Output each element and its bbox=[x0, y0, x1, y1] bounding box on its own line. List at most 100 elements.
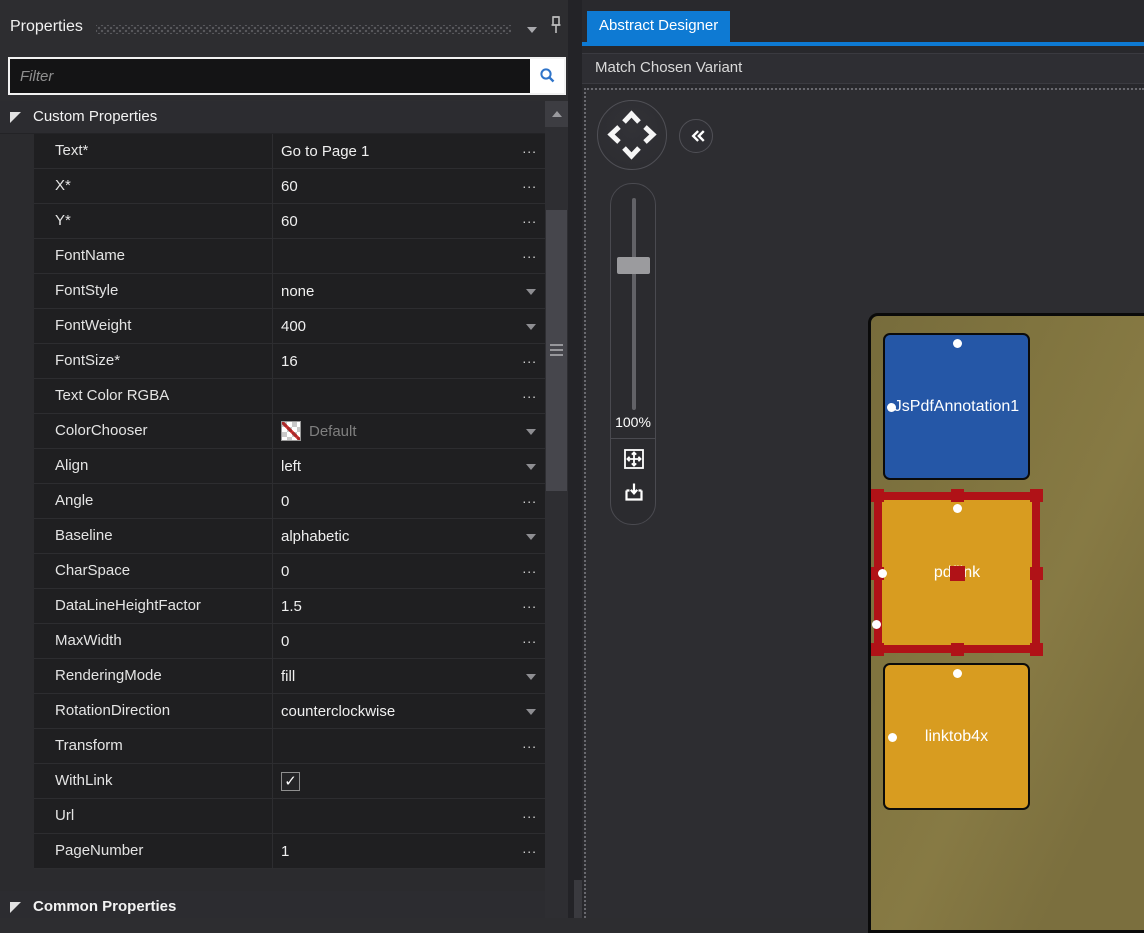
property-value[interactable]: 0 bbox=[272, 554, 545, 588]
property-row[interactable]: RenderingMode fill bbox=[34, 659, 545, 694]
property-row[interactable]: FontStyle none bbox=[34, 274, 545, 309]
expander-triangle-icon[interactable] bbox=[10, 902, 21, 913]
panel-drag-texture[interactable] bbox=[96, 25, 511, 34]
connector-port[interactable] bbox=[888, 732, 897, 742]
property-row[interactable]: Align left bbox=[34, 449, 545, 484]
property-value[interactable]: 0 bbox=[272, 624, 545, 658]
property-row[interactable]: WithLink ✓ bbox=[34, 764, 545, 799]
resize-handle[interactable] bbox=[871, 643, 884, 656]
ellipsis-button[interactable]: ... bbox=[522, 140, 537, 156]
property-value[interactable]: 60 bbox=[272, 169, 545, 203]
resize-handle[interactable] bbox=[1030, 643, 1043, 656]
design-canvas[interactable]: 100% bbox=[584, 88, 1144, 933]
property-row[interactable]: Text Color RGBA ... bbox=[34, 379, 545, 414]
fit-to-screen-button[interactable] bbox=[622, 447, 646, 471]
dropdown-caret-icon[interactable] bbox=[526, 674, 536, 680]
property-row[interactable]: PageNumber 1 ... bbox=[34, 834, 545, 869]
dropdown-caret-icon[interactable] bbox=[526, 289, 536, 295]
connector-port[interactable] bbox=[952, 669, 962, 678]
property-row[interactable]: FontName ... bbox=[34, 239, 545, 274]
property-row[interactable]: Text* Go to Page 1 ... bbox=[34, 134, 545, 169]
filter-input[interactable] bbox=[10, 59, 530, 93]
group-header-common-properties[interactable]: Common Properties bbox=[0, 891, 545, 918]
ellipsis-button[interactable]: ... bbox=[522, 385, 537, 401]
property-value[interactable]: 400 bbox=[272, 309, 545, 343]
property-row[interactable]: Transform ... bbox=[34, 729, 545, 764]
pan-navigation-pad[interactable] bbox=[597, 100, 667, 170]
resize-handle[interactable] bbox=[1030, 566, 1043, 580]
ellipsis-button[interactable]: ... bbox=[522, 350, 537, 366]
dropdown-caret-icon[interactable] bbox=[526, 534, 536, 540]
resize-handle[interactable] bbox=[1030, 489, 1043, 502]
connector-port[interactable] bbox=[887, 402, 896, 412]
search-button[interactable] bbox=[530, 59, 564, 93]
ellipsis-button[interactable]: ... bbox=[522, 490, 537, 506]
dropdown-caret-icon[interactable] bbox=[526, 464, 536, 470]
property-value[interactable]: fill bbox=[272, 659, 545, 693]
collapse-toolbar-button[interactable] bbox=[679, 119, 713, 153]
ellipsis-button[interactable]: ... bbox=[522, 735, 537, 751]
resize-handle[interactable] bbox=[951, 489, 964, 502]
property-row[interactable]: Baseline alphabetic bbox=[34, 519, 545, 554]
property-value[interactable]: 1 bbox=[272, 834, 545, 868]
ellipsis-button[interactable]: ... bbox=[522, 175, 537, 191]
ellipsis-button[interactable]: ... bbox=[522, 560, 537, 576]
withlink-checkbox[interactable]: ✓ bbox=[281, 771, 300, 791]
property-value[interactable]: 60 bbox=[272, 204, 545, 238]
zoom-slider-track[interactable] bbox=[632, 198, 636, 410]
property-row[interactable]: RotationDirection counterclockwise bbox=[34, 694, 545, 729]
property-row[interactable]: DataLineHeightFactor 1.5 ... bbox=[34, 589, 545, 624]
property-value[interactable]: 1.5 bbox=[272, 589, 545, 623]
property-row[interactable]: CharSpace 0 ... bbox=[34, 554, 545, 589]
expander-triangle-icon[interactable] bbox=[10, 112, 21, 123]
ellipsis-button[interactable]: ... bbox=[522, 595, 537, 611]
property-value[interactable]: none bbox=[272, 274, 545, 308]
connector-port[interactable] bbox=[872, 620, 881, 629]
property-row[interactable]: FontWeight 400 bbox=[34, 309, 545, 344]
property-value[interactable] bbox=[272, 799, 545, 833]
ellipsis-button[interactable]: ... bbox=[522, 245, 537, 261]
property-row[interactable]: Angle 0 ... bbox=[34, 484, 545, 519]
ellipsis-button[interactable]: ... bbox=[522, 210, 537, 226]
property-value[interactable]: ✓ bbox=[272, 764, 545, 798]
property-row[interactable]: FontSize* 16 ... bbox=[34, 344, 545, 379]
scrollbar-thumb[interactable] bbox=[546, 210, 567, 491]
pin-icon[interactable] bbox=[548, 14, 564, 36]
resize-handle[interactable] bbox=[871, 489, 884, 502]
property-row[interactable]: Url ... bbox=[34, 799, 545, 834]
vertical-scrollbar[interactable] bbox=[545, 101, 568, 918]
group-header-custom-properties[interactable]: Custom Properties bbox=[0, 101, 545, 134]
panel-menu-chevron-down-icon[interactable] bbox=[527, 27, 537, 33]
pdf-page[interactable]: JsPdfAnnotation1 pdflink linktob4x bbox=[868, 313, 1144, 933]
zoom-slider-thumb[interactable] bbox=[617, 257, 650, 274]
connector-port[interactable] bbox=[878, 568, 887, 578]
shape-linktob4x[interactable]: linktob4x bbox=[883, 663, 1030, 810]
property-value[interactable] bbox=[272, 239, 545, 273]
connector-port[interactable] bbox=[952, 339, 962, 348]
move-handle[interactable] bbox=[950, 565, 965, 581]
dropdown-caret-icon[interactable] bbox=[526, 709, 536, 715]
ellipsis-button[interactable]: ... bbox=[522, 630, 537, 646]
panel-splitter[interactable] bbox=[568, 0, 582, 918]
export-button[interactable] bbox=[622, 480, 646, 504]
resize-handle[interactable] bbox=[951, 643, 964, 656]
property-value[interactable]: left bbox=[272, 449, 545, 483]
dropdown-caret-icon[interactable] bbox=[526, 324, 536, 330]
ellipsis-button[interactable]: ... bbox=[522, 840, 537, 856]
property-value[interactable]: Default bbox=[272, 414, 545, 448]
property-row[interactable]: X* 60 ... bbox=[34, 169, 545, 204]
dropdown-caret-icon[interactable] bbox=[526, 429, 536, 435]
property-row[interactable]: ColorChooser Default bbox=[34, 414, 545, 449]
shape-jspdfannotation1[interactable]: JsPdfAnnotation1 bbox=[883, 333, 1030, 480]
property-value[interactable]: 16 bbox=[272, 344, 545, 378]
shape-pdflink-selected[interactable]: pdflink bbox=[871, 489, 1043, 656]
property-value[interactable]: alphabetic bbox=[272, 519, 545, 553]
variant-bar[interactable]: Match Chosen Variant bbox=[582, 53, 1144, 84]
property-value[interactable] bbox=[272, 379, 545, 413]
scrollbar-up-button[interactable] bbox=[545, 101, 568, 127]
property-value[interactable]: 0 bbox=[272, 484, 545, 518]
property-row[interactable]: MaxWidth 0 ... bbox=[34, 624, 545, 659]
ellipsis-button[interactable]: ... bbox=[522, 805, 537, 821]
property-value[interactable]: Go to Page 1 bbox=[272, 134, 545, 168]
property-value[interactable] bbox=[272, 729, 545, 763]
